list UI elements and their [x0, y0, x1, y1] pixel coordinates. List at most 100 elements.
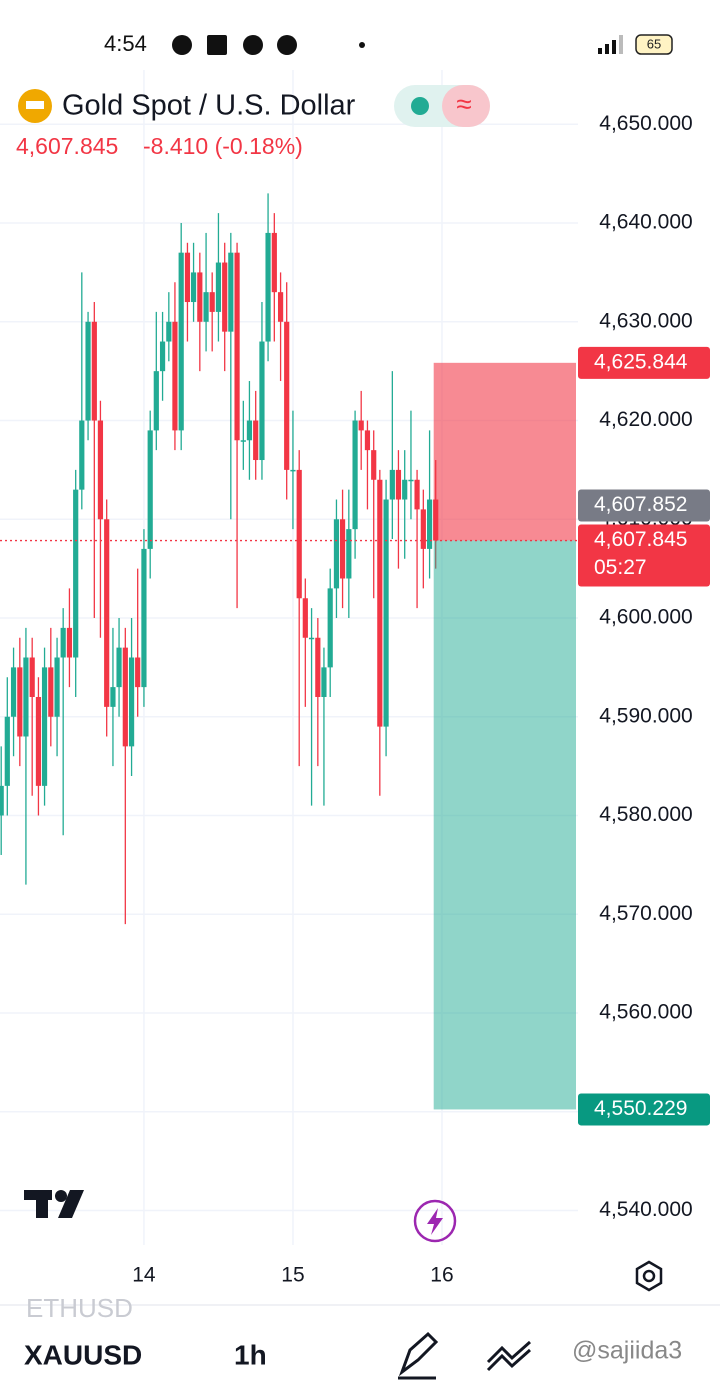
candle-body	[277, 292, 284, 322]
y-tick-label: 4,600.000	[599, 606, 692, 629]
candle-body	[265, 232, 271, 342]
price-label: 4,607.845	[594, 528, 687, 551]
market-open-dot	[411, 97, 429, 115]
settings-button[interactable]	[635, 1260, 663, 1292]
x-tick-label: 14	[132, 1264, 156, 1287]
candle-body	[135, 657, 141, 688]
price-label: 4,607.852	[594, 493, 687, 516]
flash-icon	[427, 1208, 443, 1235]
chart-title: Gold Spot / U.S. Dollar	[62, 90, 356, 122]
target-zone	[433, 540, 576, 1110]
candle-body	[333, 519, 340, 589]
candle-body	[377, 479, 383, 727]
price-label-bg	[578, 489, 710, 522]
price-label-bg	[578, 346, 710, 379]
settings-icon	[642, 1269, 656, 1283]
y-tick-label: 4,620.000	[599, 408, 692, 431]
candle-body	[321, 667, 327, 697]
candle-body	[178, 252, 184, 431]
status-time: 4:54	[104, 31, 147, 56]
candle-body	[128, 657, 135, 747]
candle-body	[408, 479, 414, 482]
candle-body	[215, 262, 222, 312]
candle-body	[97, 420, 104, 520]
last-price: 4,607.845	[16, 133, 118, 159]
previous-symbol: ETHUSD	[26, 1293, 133, 1323]
candle-body	[153, 371, 159, 431]
candle-body	[141, 548, 147, 688]
plot-area: 4,540.0004,550.0004,560.0004,570.0004,58…	[0, 70, 710, 1287]
candle-body	[296, 469, 302, 599]
candle-body	[79, 420, 85, 490]
candle-body	[395, 469, 402, 500]
candle-body	[364, 430, 371, 451]
candle-body	[284, 321, 290, 470]
candle-body	[17, 667, 23, 737]
battery	[635, 34, 673, 55]
candle-body	[426, 499, 433, 549]
battery-level: 65	[647, 36, 661, 51]
symbol-button[interactable]: XAUUSD	[24, 1339, 142, 1370]
status-pill-right[interactable]	[442, 85, 490, 127]
price-label-bg	[578, 524, 710, 587]
candle-body	[48, 667, 54, 717]
y-tick-label: 4,630.000	[599, 309, 692, 332]
indicators-button[interactable]	[486, 1340, 531, 1372]
price-label: 4,550.229	[594, 1097, 687, 1120]
candle-body	[23, 657, 29, 737]
candle-body	[54, 657, 60, 717]
candle-body	[122, 647, 128, 747]
candle-body	[358, 420, 364, 431]
candle-body	[197, 272, 203, 322]
candle-body	[271, 232, 277, 293]
y-tick-label: 4,540.000	[599, 1198, 692, 1221]
price-label: 4,625.844	[594, 350, 688, 373]
candle-body	[246, 420, 253, 441]
candle-body	[234, 252, 240, 441]
candle-body	[41, 667, 48, 786]
candle-body	[116, 647, 122, 688]
candle-body	[190, 272, 197, 303]
candle-body	[253, 420, 259, 461]
status-icons	[172, 35, 623, 55]
y-tick-label: 4,650.000	[599, 112, 692, 135]
candle-body	[414, 479, 420, 510]
candle-body	[209, 292, 215, 312]
draw-button[interactable]	[398, 1331, 439, 1380]
candle-body	[346, 529, 352, 579]
candle-body	[383, 499, 389, 727]
candle-body	[104, 519, 110, 707]
candle-body	[147, 430, 153, 549]
watermark: @sajiida3	[572, 1337, 682, 1365]
candle-body	[66, 627, 73, 658]
candle-body	[259, 341, 265, 461]
candle-body	[315, 637, 321, 697]
y-tick-label: 4,580.000	[599, 803, 692, 826]
candle-body	[159, 341, 166, 372]
candle-body	[166, 321, 172, 342]
candle-body	[290, 469, 296, 472]
candle-body	[240, 440, 246, 442]
candle-body	[172, 321, 178, 431]
y-tick-label: 4,560.000	[599, 1001, 692, 1024]
candle-body	[308, 637, 315, 640]
price-label-bg	[578, 1093, 710, 1126]
candle-body	[371, 450, 377, 480]
candle-body	[110, 687, 116, 707]
y-tick-label: 4,590.000	[599, 704, 692, 727]
countdown-label: 05:27	[594, 556, 647, 579]
delay-icon: ≈	[456, 88, 471, 119]
candle-body	[327, 588, 333, 668]
candle-body	[73, 489, 79, 658]
candle-body	[91, 321, 97, 421]
candle-body	[402, 479, 408, 500]
candle-body	[10, 667, 17, 717]
candle-body	[4, 716, 10, 786]
candle-body	[420, 509, 426, 549]
flash-button[interactable]	[413, 1199, 457, 1243]
price-change: -8.410 (-0.18%)	[143, 133, 303, 159]
symbol-icon-bar	[26, 101, 44, 109]
interval-button[interactable]: 1h	[234, 1339, 267, 1370]
x-tick-label: 16	[430, 1264, 453, 1287]
